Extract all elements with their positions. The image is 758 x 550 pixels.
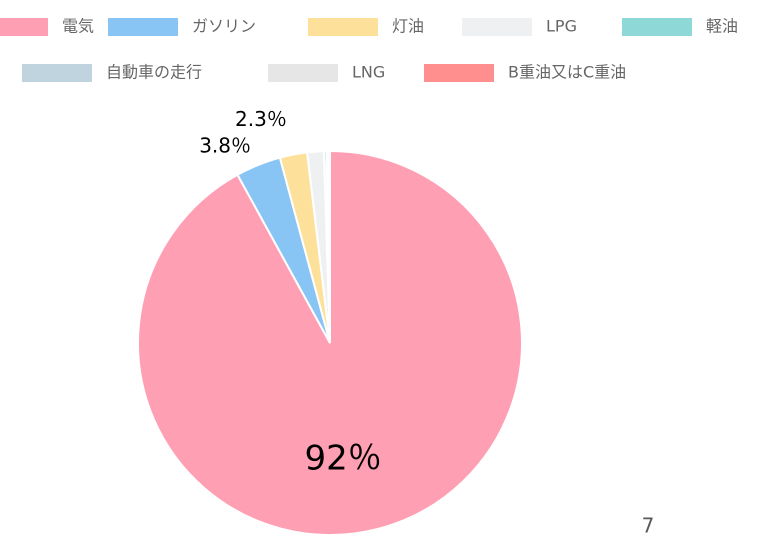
legend-swatch (462, 18, 532, 36)
data-label: 92％ (304, 439, 381, 479)
pie-slice (327, 149, 331, 344)
legend-swatch (268, 64, 338, 82)
legend-label: 自動車の走行 (106, 63, 202, 82)
legend-label: 軽油 (706, 17, 738, 36)
legend-label: LNG (352, 63, 385, 82)
legend-label: 電気 (62, 17, 94, 36)
legend-label: LPG (546, 17, 577, 36)
legend-swatch (0, 18, 48, 36)
legend-swatch (22, 64, 92, 82)
legend-label: ガソリン (192, 17, 256, 36)
legend-swatch (108, 18, 178, 36)
data-label: 3.8％ (199, 134, 251, 158)
data-label: 2.3％ (235, 107, 287, 131)
legend-swatch (622, 18, 692, 36)
page-number: 7 (642, 514, 655, 538)
legend-label: B重油又はC重油 (508, 63, 626, 82)
legend-label: 灯油 (392, 17, 424, 36)
legend-swatch (308, 18, 378, 36)
legend-swatch (424, 64, 494, 82)
